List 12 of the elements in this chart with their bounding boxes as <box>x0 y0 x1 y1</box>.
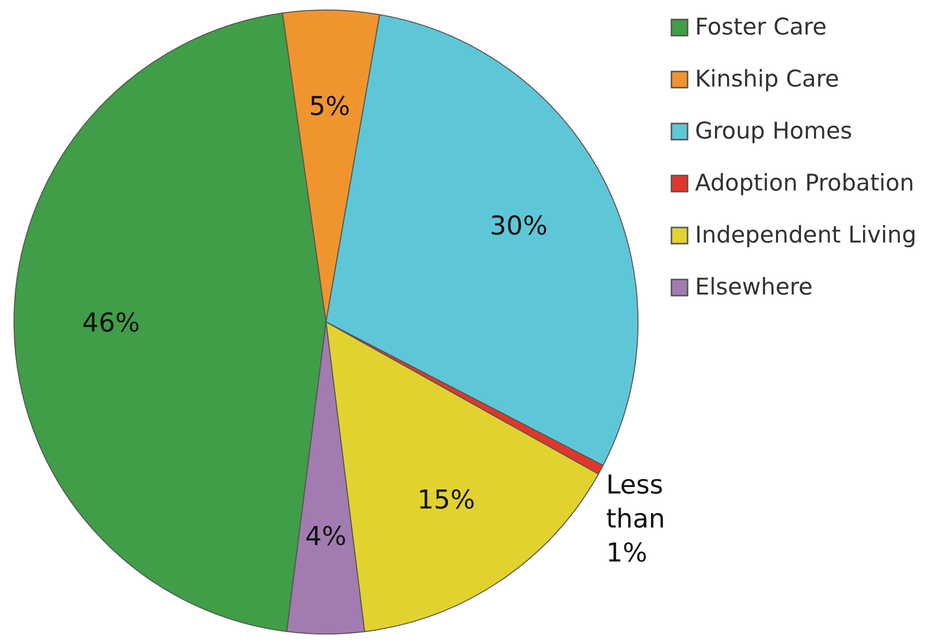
legend-label: Foster Care <box>695 14 827 40</box>
data-label: 5% <box>308 92 350 122</box>
data-label: 15% <box>417 485 476 516</box>
legend-label: Adoption Probation <box>695 170 914 196</box>
data-label: 4% <box>305 522 346 552</box>
data-label: 46% <box>82 308 140 338</box>
legend-label: Elsewhere <box>695 274 813 300</box>
legend-label: Kinship Care <box>695 66 840 92</box>
data-label: 30% <box>490 212 548 242</box>
legend-label: Independent Living <box>695 222 916 248</box>
data-label: Less than 1% <box>606 470 666 569</box>
legend-label: Group Homes <box>695 118 852 144</box>
